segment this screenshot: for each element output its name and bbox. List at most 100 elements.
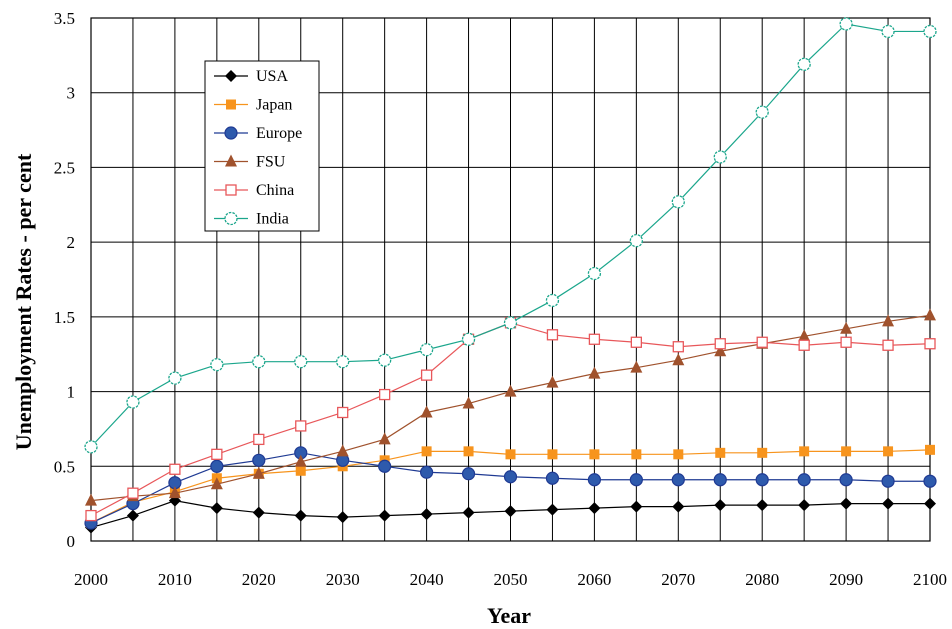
data-point-fsu [504,384,517,397]
data-point-usa [210,502,223,515]
legend-items: USA Japan Europe FSU China India [214,68,302,228]
data-point-usa [252,506,265,519]
data-point-fsu [588,366,601,379]
data-point-china [672,341,684,353]
data-point-usa [588,502,601,515]
data-point-europe [587,473,602,487]
data-point-india [755,105,769,119]
series-fsu [85,308,936,506]
data-point-india [126,395,140,409]
data-point-india [503,316,518,330]
data-point-fsu [840,321,853,334]
data-point-usa [756,499,769,512]
data-point-japan [925,444,935,455]
data-point-china [211,448,223,460]
x-tick-label: 2010 [158,570,192,589]
data-point-fsu [714,344,727,357]
data-point-india [671,195,685,209]
legend-label-india: India [256,211,289,228]
data-point-fsu [85,493,97,506]
data-point-europe [881,474,895,488]
series-layer [84,17,937,534]
x-tick-label: 2000 [74,570,108,589]
data-point-india [629,233,643,248]
data-point-china [420,369,433,381]
data-point-india [210,358,224,372]
data-point-europe [210,459,224,473]
data-point-india [713,150,727,164]
legend-label-japan: Japan [256,97,292,114]
data-point-europe [923,474,937,488]
y-tick-labels: 0 0.5 1 1.5 2 2.5 3 3.5 [54,9,75,551]
data-point-europe [420,465,434,479]
legend-item-fsu: FSU [214,154,286,171]
data-point-fsu [546,375,559,388]
data-point-india [336,355,350,369]
series-usa [85,494,936,534]
data-point-china [630,336,642,348]
data-point-europe [671,473,685,487]
data-point-europe [545,471,560,485]
data-point-fsu [924,308,936,321]
data-point-china [840,336,852,348]
data-point-europe [755,473,769,487]
data-point-fsu [630,360,643,373]
data-point-usa [462,506,475,519]
data-point-china [378,388,391,401]
data-point-china [337,406,349,419]
data-point-japan [463,446,474,457]
y-tick-label: 3 [67,84,76,103]
legend-item-japan: Japan [214,97,292,114]
data-point-japan [883,446,894,457]
plot-area-frame [90,17,931,542]
legend-item-china: China [214,182,294,199]
data-point-usa [924,497,936,510]
legend-marker-europe [224,126,238,140]
data-point-fsu [168,486,181,499]
x-tick-labels: 2000 2010 2020 2030 2040 2050 2060 2070 2080 2090… [74,570,947,589]
data-point-india [419,343,434,357]
data-point-usa [504,505,517,518]
data-point-europe [629,473,643,487]
y-tick-label: 2.5 [54,158,75,177]
data-point-china [546,329,559,341]
legend-label-europe: Europe [256,125,302,142]
x-tick-label: 2060 [577,570,611,589]
data-point-india [839,17,853,31]
y-tick-label: 1.5 [54,308,75,327]
data-point-usa [630,500,643,513]
data-point-india [377,353,392,367]
data-point-india [587,266,602,281]
data-point-china [714,338,726,350]
data-point-india [84,440,98,454]
data-point-china [924,338,936,350]
data-point-usa [714,499,727,512]
legend-item-europe: Europe [214,125,302,142]
data-point-india [545,293,560,308]
x-tick-label: 2030 [326,570,360,589]
data-point-china [85,509,97,522]
data-point-japan [505,449,516,460]
data-point-europe [252,453,266,467]
data-point-europe [713,473,727,487]
legend-label-usa: USA [256,68,288,85]
data-point-japan [295,465,306,476]
data-point-europe [839,473,853,487]
data-point-india [294,355,308,369]
data-point-india [461,332,476,346]
data-point-japan [631,449,642,460]
data-point-fsu [294,454,307,467]
y-tick-label: 3.5 [54,9,75,28]
legend-marker-china [225,184,237,196]
y-tick-label: 1 [67,383,76,402]
data-point-india [252,355,266,369]
x-tick-label: 2040 [410,570,444,589]
data-point-japan [757,447,768,458]
data-point-china [295,420,307,432]
data-point-usa [336,511,349,524]
data-point-europe [378,459,392,473]
data-point-india [923,24,937,39]
data-point-usa [126,509,139,522]
data-point-india [168,371,182,385]
